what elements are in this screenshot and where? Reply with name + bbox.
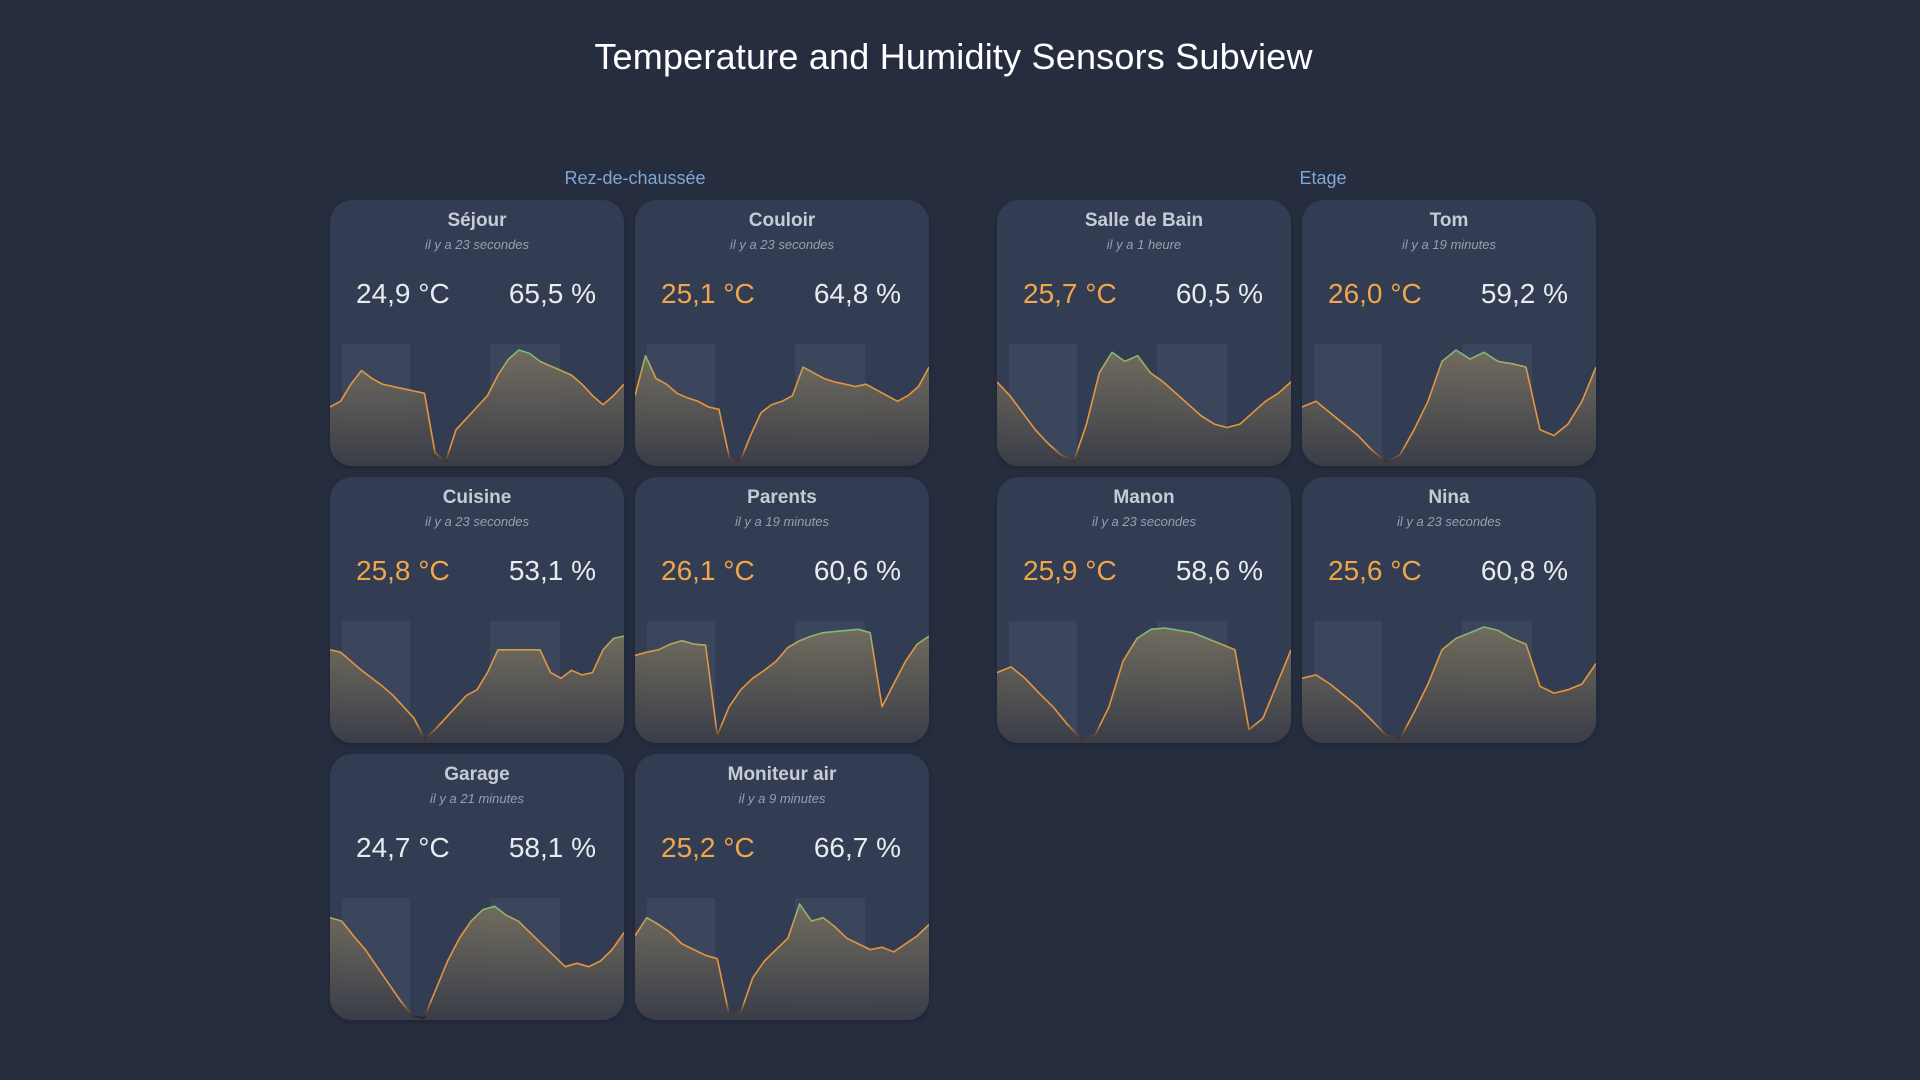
sensor-card-nina[interactable]: Nina il y a 23 secondes 25,6 °C 60,8 % xyxy=(1302,477,1596,743)
card-name: Séjour xyxy=(447,210,507,231)
card-last-updated: il y a 23 secondes xyxy=(424,514,530,529)
sensor-card-moniteur-air[interactable]: Moniteur air il y a 9 minutes 25,2 °C 66… xyxy=(635,754,929,1020)
temperature-value: 25,6 °C xyxy=(1328,555,1422,586)
card-name: Nina xyxy=(1428,487,1470,508)
card-last-updated: il y a 9 minutes xyxy=(738,791,826,806)
card-last-updated: il y a 21 minutes xyxy=(430,791,524,806)
history-line xyxy=(997,351,1291,463)
history-area xyxy=(1302,627,1596,743)
humidity-value: 64,8 % xyxy=(813,278,901,309)
history-line xyxy=(1302,626,1596,740)
page-title: Temperature and Humidity Sensors Subview xyxy=(594,36,1313,77)
card-name: Moniteur air xyxy=(727,764,837,785)
history-line xyxy=(635,354,929,463)
card-name: Manon xyxy=(1113,487,1175,508)
history-area xyxy=(635,629,929,743)
history-line xyxy=(330,905,624,1019)
history-line xyxy=(635,903,929,1016)
temperature-value: 26,0 °C xyxy=(1328,278,1422,309)
history-graph[interactable] xyxy=(1302,344,1596,466)
humidity-value: 59,2 % xyxy=(1480,278,1568,309)
card-name: Couloir xyxy=(748,210,816,231)
humidity-value: 60,8 % xyxy=(1480,555,1568,586)
sensor-card-tom[interactable]: Tom il y a 19 minutes 26,0 °C 59,2 % xyxy=(1302,200,1596,466)
section-title-upstairs: Etage xyxy=(1299,168,1347,188)
history-graph[interactable] xyxy=(635,344,929,466)
history-line xyxy=(1302,349,1596,463)
card-last-updated: il y a 19 minutes xyxy=(1402,237,1496,252)
card-name: Tom xyxy=(1429,210,1469,231)
history-graph[interactable] xyxy=(997,344,1291,466)
history-area xyxy=(997,628,1291,743)
history-graph[interactable] xyxy=(997,621,1291,743)
history-area xyxy=(635,355,929,466)
card-last-updated: il y a 23 secondes xyxy=(424,237,530,252)
sensor-card-manon[interactable]: Manon il y a 23 secondes 25,9 °C 58,6 % xyxy=(997,477,1291,743)
humidity-value: 60,6 % xyxy=(813,555,901,586)
card-last-updated: il y a 23 secondes xyxy=(1091,514,1197,529)
history-graph[interactable] xyxy=(330,621,624,743)
history-graph[interactable] xyxy=(330,898,624,1020)
card-last-updated: il y a 23 secondes xyxy=(729,237,835,252)
history-line xyxy=(635,628,929,737)
temperature-value: 26,1 °C xyxy=(661,555,755,586)
temperature-value: 25,7 °C xyxy=(1023,278,1117,309)
history-graph[interactable] xyxy=(330,344,624,466)
humidity-value: 53,1 % xyxy=(508,555,596,586)
history-line xyxy=(330,635,624,740)
history-area xyxy=(997,352,1291,466)
humidity-value: 66,7 % xyxy=(813,832,901,863)
card-last-updated: il y a 23 secondes xyxy=(1396,514,1502,529)
history-area xyxy=(635,904,929,1020)
sensor-card-garage[interactable]: Garage il y a 21 minutes 24,7 °C 58,1 % xyxy=(330,754,624,1020)
history-graph[interactable] xyxy=(635,898,929,1020)
temperature-value: 25,8 °C xyxy=(356,555,450,586)
card-name: Cuisine xyxy=(442,487,512,508)
temperature-value: 25,1 °C xyxy=(661,278,755,309)
card-last-updated: il y a 1 heure xyxy=(1106,237,1182,252)
sensor-card-salle-de-bain[interactable]: Salle de Bain il y a 1 heure 25,7 °C 60,… xyxy=(997,200,1291,466)
card-name: Garage xyxy=(444,764,510,785)
sensor-card-couloir[interactable]: Couloir il y a 23 secondes 25,1 °C 64,8 … xyxy=(635,200,929,466)
history-line xyxy=(330,349,624,463)
history-area xyxy=(1302,350,1596,466)
temperature-value: 25,9 °C xyxy=(1023,555,1117,586)
history-graph[interactable] xyxy=(1302,621,1596,743)
temperature-value: 24,9 °C xyxy=(356,278,450,309)
card-name: Parents xyxy=(747,487,817,508)
history-area xyxy=(330,906,624,1020)
temperature-value: 24,7 °C xyxy=(356,832,450,863)
sensor-card-cuisine[interactable]: Cuisine il y a 23 secondes 25,8 °C 53,1 … xyxy=(330,477,624,743)
sensor-card-sejour[interactable]: Séjour il y a 23 secondes 24,9 °C 65,5 % xyxy=(330,200,624,466)
humidity-value: 60,5 % xyxy=(1175,278,1263,309)
history-graph[interactable] xyxy=(635,621,929,743)
history-line xyxy=(997,627,1291,740)
temperature-value: 25,2 °C xyxy=(661,832,755,863)
section-title-ground-floor: Rez-de-chaussée xyxy=(564,168,706,188)
humidity-value: 58,1 % xyxy=(508,832,596,863)
card-name: Salle de Bain xyxy=(1084,210,1204,231)
humidity-value: 65,5 % xyxy=(508,278,596,309)
history-area xyxy=(330,636,624,743)
card-last-updated: il y a 19 minutes xyxy=(735,514,829,529)
sensor-card-parents[interactable]: Parents il y a 19 minutes 26,1 °C 60,6 % xyxy=(635,477,929,743)
humidity-value: 58,6 % xyxy=(1175,555,1263,586)
